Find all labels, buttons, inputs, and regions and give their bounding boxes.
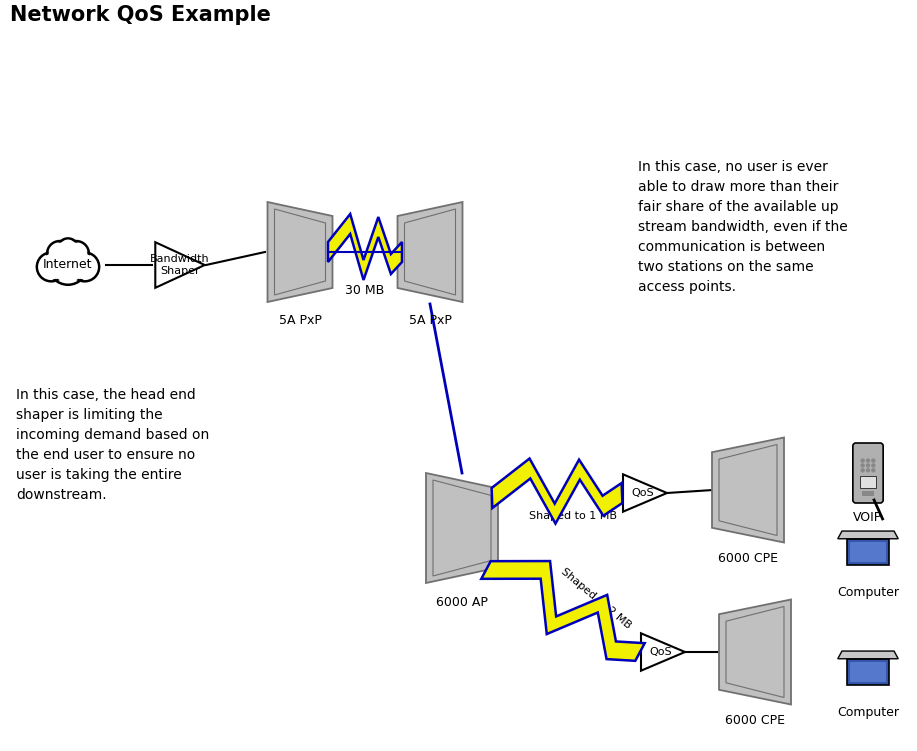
Circle shape bbox=[39, 255, 64, 279]
Text: QoS: QoS bbox=[649, 647, 672, 657]
Polygon shape bbox=[838, 651, 899, 659]
Polygon shape bbox=[641, 633, 685, 671]
FancyBboxPatch shape bbox=[850, 662, 886, 682]
Text: Computer: Computer bbox=[837, 586, 899, 599]
Text: 5A PxP: 5A PxP bbox=[279, 314, 322, 327]
Polygon shape bbox=[492, 459, 623, 523]
Polygon shape bbox=[623, 475, 667, 511]
Text: 6000 CPE: 6000 CPE bbox=[718, 552, 778, 565]
Polygon shape bbox=[155, 243, 204, 288]
Circle shape bbox=[50, 248, 85, 282]
Circle shape bbox=[47, 241, 72, 266]
Polygon shape bbox=[328, 214, 402, 280]
Circle shape bbox=[861, 469, 864, 472]
Text: In this case, the head end
shaper is limiting the
incoming demand based on
the e: In this case, the head end shaper is lim… bbox=[16, 388, 209, 502]
Circle shape bbox=[49, 246, 88, 285]
FancyBboxPatch shape bbox=[847, 538, 889, 565]
Text: 5A PxP: 5A PxP bbox=[409, 314, 451, 327]
Polygon shape bbox=[426, 473, 498, 583]
Polygon shape bbox=[397, 202, 462, 302]
Circle shape bbox=[64, 241, 89, 266]
Circle shape bbox=[872, 469, 875, 472]
Circle shape bbox=[72, 255, 97, 279]
Polygon shape bbox=[838, 531, 899, 538]
Circle shape bbox=[37, 252, 66, 282]
FancyBboxPatch shape bbox=[853, 443, 883, 503]
Text: 6000 AP: 6000 AP bbox=[436, 596, 488, 609]
FancyBboxPatch shape bbox=[862, 491, 874, 496]
Text: 6000 CPE: 6000 CPE bbox=[725, 714, 785, 727]
Circle shape bbox=[49, 243, 71, 264]
Text: Internet: Internet bbox=[43, 258, 93, 272]
Text: VOIP: VOIP bbox=[854, 511, 883, 524]
Text: Shaped to 2 MB: Shaped to 2 MB bbox=[559, 566, 633, 630]
Circle shape bbox=[65, 243, 87, 264]
Circle shape bbox=[861, 464, 864, 467]
Polygon shape bbox=[719, 599, 791, 704]
Circle shape bbox=[867, 469, 869, 472]
Text: Shaped to 1 MB: Shaped to 1 MB bbox=[529, 511, 617, 521]
Circle shape bbox=[867, 459, 869, 462]
Text: Computer: Computer bbox=[837, 706, 899, 719]
Text: QoS: QoS bbox=[632, 488, 655, 498]
Circle shape bbox=[872, 464, 875, 467]
Circle shape bbox=[59, 240, 77, 258]
FancyBboxPatch shape bbox=[847, 659, 889, 685]
Circle shape bbox=[58, 238, 79, 260]
Circle shape bbox=[872, 459, 875, 462]
Polygon shape bbox=[481, 561, 645, 661]
FancyBboxPatch shape bbox=[860, 476, 876, 488]
FancyBboxPatch shape bbox=[850, 541, 886, 562]
Text: Network QoS Example: Network QoS Example bbox=[10, 5, 271, 25]
Polygon shape bbox=[712, 438, 784, 542]
Circle shape bbox=[861, 459, 864, 462]
Circle shape bbox=[867, 464, 869, 467]
Polygon shape bbox=[268, 202, 333, 302]
Circle shape bbox=[71, 252, 99, 282]
Text: 30 MB: 30 MB bbox=[346, 284, 384, 297]
Text: In this case, no user is ever
able to draw more than their
fair share of the ava: In this case, no user is ever able to dr… bbox=[638, 160, 847, 294]
Text: Bandwidth
Shaper: Bandwidth Shaper bbox=[150, 254, 210, 276]
